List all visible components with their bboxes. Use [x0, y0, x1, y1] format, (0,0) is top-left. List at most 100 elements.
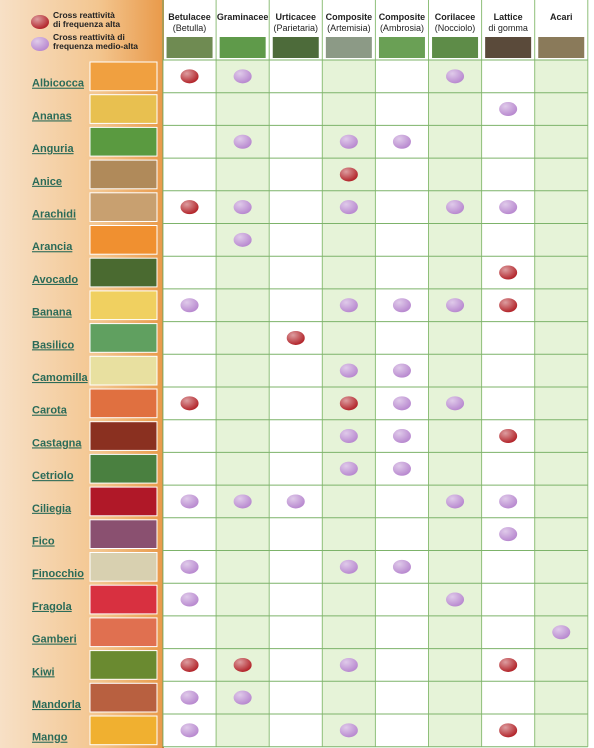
food-name: Banana [32, 307, 73, 319]
column-subheader: di gomma [488, 23, 528, 33]
column-bg [269, 60, 323, 747]
food-image [89, 61, 158, 92]
header-image [166, 37, 213, 58]
dot-shine [392, 396, 411, 411]
dot-shine [499, 494, 518, 509]
food-image [89, 388, 158, 419]
dot-shine [499, 723, 518, 738]
column-subheader: (Artemisia) [327, 23, 371, 33]
food-image [89, 225, 158, 255]
food-image [89, 617, 158, 648]
dot-shine [339, 723, 358, 738]
dot-shine [446, 200, 465, 215]
column-header: Composite [326, 12, 373, 22]
dot-shine [446, 592, 465, 607]
dot-shine [180, 494, 199, 509]
food-name: Finocchio [32, 568, 84, 580]
dot-shine [392, 429, 411, 444]
dot-shine [392, 559, 411, 574]
food-name: Basilico [32, 339, 74, 351]
dot-shine [233, 200, 252, 215]
dot-shine [552, 625, 571, 640]
dot-shine [180, 592, 199, 607]
header-image [432, 37, 479, 58]
food-name: Anice [32, 176, 62, 188]
dot-shine [233, 134, 252, 149]
dot-shine [286, 494, 305, 509]
food-name: Arachidi [32, 209, 76, 221]
header-image [378, 37, 425, 58]
dot-shine [180, 657, 199, 672]
legend-text: Cross reattività di frequenza alta [53, 10, 120, 29]
food-image [89, 584, 158, 615]
food-image [89, 552, 158, 582]
dot-shine [339, 200, 358, 215]
food-image [89, 519, 158, 549]
column-header: Corilacee [435, 12, 476, 22]
food-name: Ananas [32, 110, 72, 122]
food-name: Mandorla [32, 699, 82, 711]
food-image [89, 257, 158, 288]
food-name: Avocado [32, 274, 78, 286]
column-header: Composite [379, 12, 426, 22]
dot-shine [499, 527, 518, 542]
food-name: Castagna [32, 437, 82, 449]
dot-shine [339, 363, 358, 378]
legend-text: Cross reattività di frequenza medio-alta [53, 32, 138, 51]
column-bg [216, 60, 270, 747]
dot-shine [180, 690, 199, 705]
dot-shine [499, 657, 518, 672]
food-image [89, 650, 158, 680]
dot-shine [339, 429, 358, 444]
dot-shine [446, 69, 465, 84]
dot-shine [339, 461, 358, 476]
food-name: Anguria [32, 143, 74, 155]
dot-shine [180, 559, 199, 574]
food-name: Mango [32, 732, 68, 744]
food-image [89, 159, 158, 190]
dot-shine [233, 232, 252, 247]
dot-shine [392, 134, 411, 149]
column-subheader: (Parietaria) [273, 23, 318, 33]
dot-shine [446, 494, 465, 509]
dot-shine [392, 298, 411, 313]
dot-shine [339, 559, 358, 574]
column-subheader: (Nocciolo) [435, 23, 476, 33]
header-image [538, 37, 585, 58]
dot-shine [499, 298, 518, 313]
dot-shine [180, 396, 199, 411]
dot-shine [499, 200, 518, 215]
dot-shine [180, 200, 199, 215]
food-image [89, 323, 158, 353]
dot-shine [339, 298, 358, 313]
dot-shine [180, 298, 199, 313]
food-image [89, 94, 158, 124]
dot-shine [339, 134, 358, 149]
legend-dot-shine [31, 15, 49, 29]
food-name: Fragola [32, 601, 73, 613]
dot-shine [339, 657, 358, 672]
dot-shine [339, 396, 358, 411]
column-header: Betulacee [168, 12, 211, 22]
header-image [272, 37, 319, 58]
dot-shine [499, 102, 518, 117]
dot-shine [180, 723, 199, 738]
food-name: Cetriolo [32, 470, 74, 482]
dot-shine [446, 298, 465, 313]
column-header: Acari [550, 12, 573, 22]
dot-shine [286, 330, 305, 345]
dot-shine [499, 429, 518, 444]
food-image [89, 421, 158, 451]
dot-shine [233, 690, 252, 705]
food-name: Ciliegia [32, 503, 72, 515]
column-header: Graminacee [217, 12, 269, 22]
dot-shine [446, 396, 465, 411]
dot-shine [233, 494, 252, 509]
header-image [485, 37, 532, 58]
food-image [89, 290, 158, 321]
column-bg [481, 60, 535, 747]
header-image [325, 37, 372, 58]
dot-shine [339, 167, 358, 182]
